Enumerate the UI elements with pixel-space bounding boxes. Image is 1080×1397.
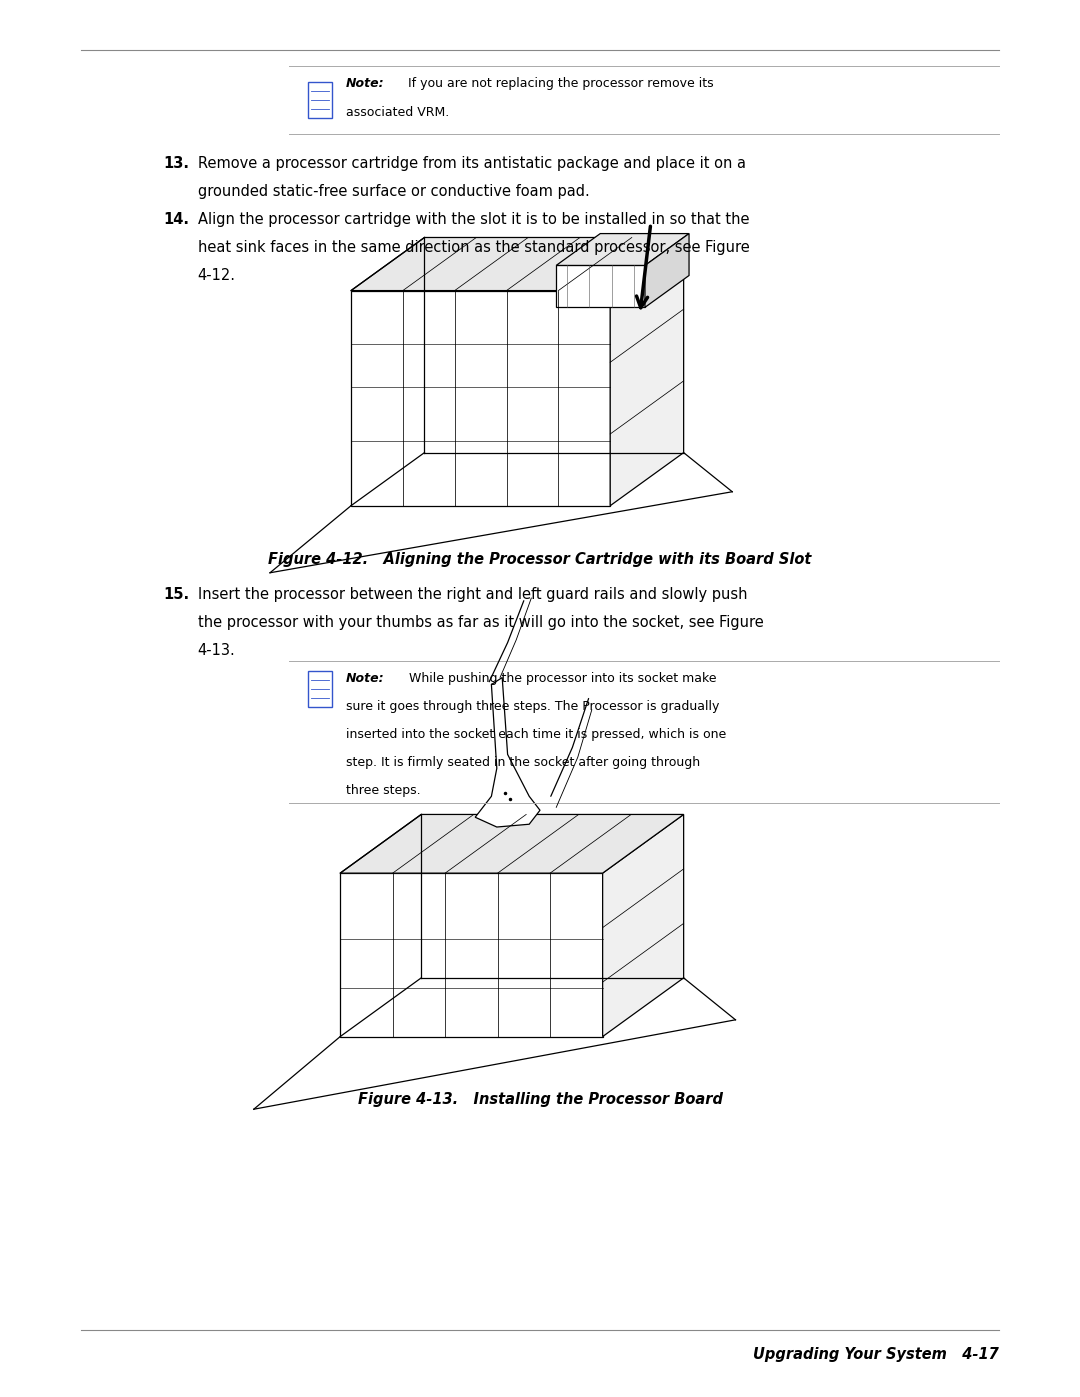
Polygon shape <box>475 678 540 827</box>
Text: Upgrading Your System   4-17: Upgrading Your System 4-17 <box>753 1347 999 1362</box>
Bar <box>308 671 332 707</box>
Text: Note:: Note: <box>346 672 384 685</box>
Text: Remove a processor cartridge from its antistatic package and place it on a: Remove a processor cartridge from its an… <box>198 156 745 172</box>
Text: 4-12.: 4-12. <box>198 268 235 284</box>
Text: Figure 4-12.   Aligning the Processor Cartridge with its Board Slot: Figure 4-12. Aligning the Processor Cart… <box>268 552 812 567</box>
Polygon shape <box>351 291 610 506</box>
Text: grounded static-free surface or conductive foam pad.: grounded static-free surface or conducti… <box>198 184 590 200</box>
Polygon shape <box>340 873 603 1037</box>
Text: Note:: Note: <box>346 77 384 89</box>
Text: step. It is firmly seated in the socket after going through: step. It is firmly seated in the socket … <box>346 756 700 768</box>
Polygon shape <box>645 233 689 307</box>
Text: If you are not replacing the processor remove its: If you are not replacing the processor r… <box>408 77 714 89</box>
Polygon shape <box>351 237 684 291</box>
Text: Insert the processor between the right and left guard rails and slowly push: Insert the processor between the right a… <box>198 587 747 602</box>
Text: the processor with your thumbs as far as it will go into the socket, see Figure: the processor with your thumbs as far as… <box>198 615 764 630</box>
Text: 15.: 15. <box>163 587 189 602</box>
Polygon shape <box>556 233 689 265</box>
Text: three steps.: three steps. <box>346 784 420 796</box>
Text: inserted into the socket each time it is pressed, which is one: inserted into the socket each time it is… <box>346 728 726 740</box>
Polygon shape <box>340 814 684 873</box>
Text: 4-13.: 4-13. <box>198 643 235 658</box>
Text: 14.: 14. <box>163 212 189 228</box>
Text: associated VRM.: associated VRM. <box>346 106 449 119</box>
Text: Align the processor cartridge with the slot it is to be installed in so that the: Align the processor cartridge with the s… <box>198 212 750 228</box>
Polygon shape <box>556 265 645 307</box>
Text: sure it goes through three steps. The Processor is gradually: sure it goes through three steps. The Pr… <box>346 700 719 712</box>
Bar <box>308 81 332 119</box>
Text: heat sink faces in the same direction as the standard processor, see Figure: heat sink faces in the same direction as… <box>198 240 750 256</box>
Text: 13.: 13. <box>163 156 189 172</box>
Text: Figure 4-13.   Installing the Processor Board: Figure 4-13. Installing the Processor Bo… <box>357 1092 723 1108</box>
Polygon shape <box>603 814 684 1037</box>
Polygon shape <box>610 237 684 506</box>
Text: While pushing the processor into its socket make: While pushing the processor into its soc… <box>405 672 716 685</box>
